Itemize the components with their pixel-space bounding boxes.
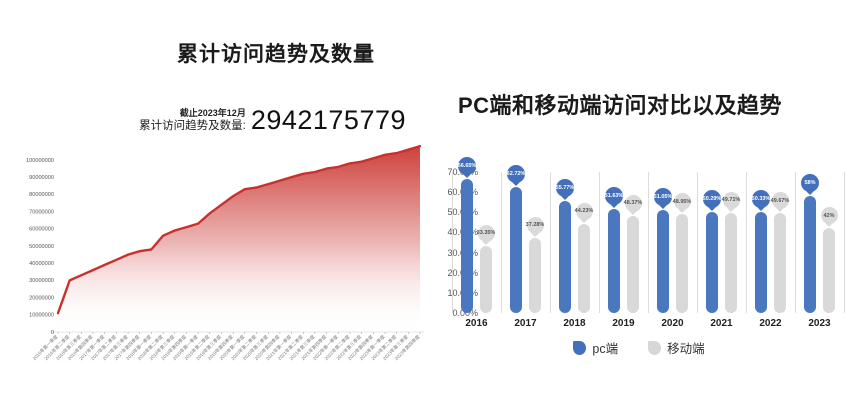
y-tick-label: 10000000 [29,313,54,319]
pc-value-bubble: 50.33% [752,189,770,208]
year-label: 2020 [661,318,684,329]
y-tick-label: 40000000 [29,261,54,267]
pc-bar [559,200,571,313]
mobile-value-bubble: 33.35% [477,224,495,242]
group-separator [452,172,453,313]
mobile-bar [774,213,786,313]
year-label: 2022 [759,318,782,329]
mobile-bar [676,214,688,313]
area-chart-svg: 0 10000000 20000000 30000000 40000000 5000000… [26,145,424,362]
group-separator [648,172,649,313]
group-separator [746,172,747,313]
y-tick-label: 90000000 [29,175,54,181]
mobile-value-bubble: 48.95% [673,193,691,211]
pc-mobile-panel: PC端和移动端访问对比以及趋势 70.00%60.00%50.00%40.00%… [426,0,852,411]
pc-bar [510,186,522,313]
y-tick-label: 30000000 [29,278,54,284]
percent-axis-label: 0.00% [452,308,478,318]
y-tick-label: 0 [51,330,54,336]
cumulative-area-chart: 0 10000000 20000000 30000000 40000000 5000000… [0,130,426,385]
pc-mobile-bar-chart: 70.00%60.00%50.00%40.00%30.00%20.00%10.0… [426,156,852,380]
pc-value-bubble: 51.63% [605,187,623,205]
cumulative-visits-panel: 累计访问趋势及数量 截止2023年12月 累计访问趋势及数量: 29421757… [0,43,426,385]
mobile-value-bubble: 37.28% [526,216,544,234]
year-label: 2021 [710,318,733,329]
mobile-bar [627,215,639,313]
mobile-legend-label: 移动端 [667,342,705,356]
pc-bar [804,196,816,313]
group-separator [795,172,796,313]
pc-bar [657,210,669,313]
mobile-value-bubble: 49.67% [771,192,789,209]
pc-legend-icon [573,340,587,355]
mobile-value-bubble: 49.71% [722,191,740,209]
pc-value-bubble: 51.05% [654,188,672,207]
y-tick-label: 70000000 [29,209,54,215]
year-label: 2019 [612,318,635,329]
area-fill [58,146,420,332]
y-tick-label: 100000000 [26,158,54,164]
y-tick-label: 60000000 [29,227,54,233]
pc-value-bubble: 66.65% [458,156,476,175]
mobile-bar [823,228,835,313]
left-chart-title: 累计访问趋势及数量 [177,43,375,66]
group-separator [501,172,502,313]
y-tick-label: 80000000 [29,192,54,198]
pc-value-bubble: 50.29% [703,189,721,208]
pc-bar [461,178,473,313]
right-chart-title: PC端和移动端访问对比以及趋势 [457,93,783,118]
kpi-block: 截止2023年12月 累计访问趋势及数量: 2942175779 [139,105,406,135]
mobile-value-bubble: 44.23% [575,202,593,220]
kpi-label: 累计访问趋势及数量: [139,120,246,133]
mobile-value-bubble: 42% [820,207,838,225]
mobile-value-bubble: 48.37% [624,194,642,212]
pc-bar [608,209,620,313]
group-separator [550,172,551,313]
legend-item-pc: pc端 [573,338,618,357]
year-label: 2018 [563,318,586,329]
kpi-total-value: 2942175779 [250,105,406,135]
mobile-bar [578,223,590,313]
pc-value-bubble: 62.72% [507,164,525,183]
mobile-legend-icon [648,340,662,355]
group-separator [599,172,600,313]
pc-bar [706,211,718,313]
mobile-bar [725,212,737,313]
year-label: 2017 [514,318,537,329]
mobile-bar [480,245,492,313]
mobile-bar [529,237,541,313]
kpi-asof-date: 截止2023年12月 [179,108,246,119]
group-separator [844,172,845,313]
year-label: 2023 [808,318,831,329]
pc-legend-label: pc端 [592,342,619,356]
year-label: 2016 [465,318,488,329]
pc-bar [755,211,767,313]
kpi-labels: 截止2023年12月 累计访问趋势及数量: [139,108,246,134]
y-tick-label: 20000000 [29,295,54,301]
pc-value-bubble: 55.77% [556,178,574,197]
chart-legend: pc端 移动端 [426,338,852,357]
legend-item-mobile: 移动端 [648,338,705,357]
group-separator [697,172,698,313]
y-tick-label: 50000000 [29,244,54,250]
pc-value-bubble: 58% [801,174,819,193]
trend-line [56,145,422,315]
